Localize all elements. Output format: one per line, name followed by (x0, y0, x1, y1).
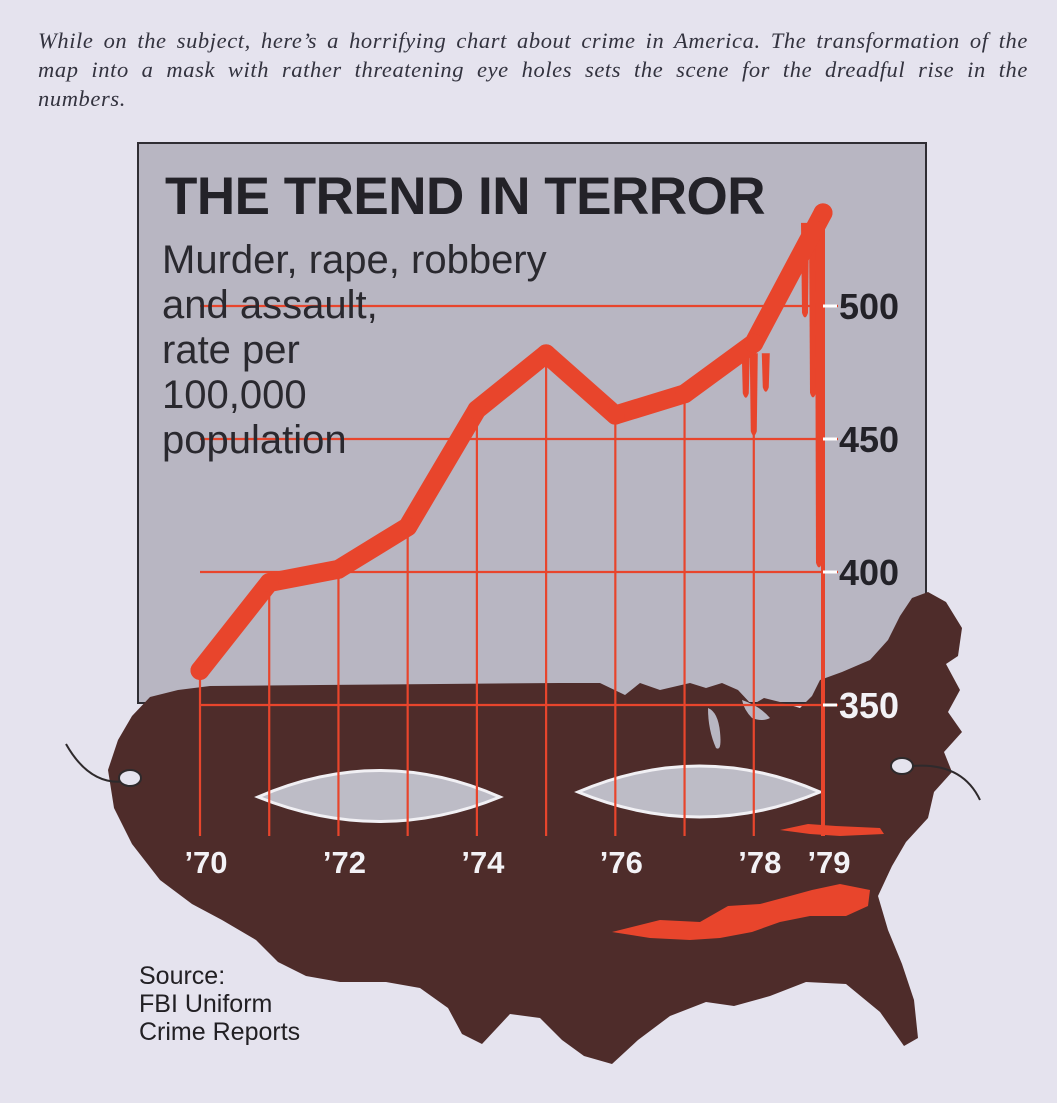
blood-pool (612, 824, 884, 940)
chart-subtitle-line-5: population (162, 418, 347, 462)
y-tick-label-400: 400 (839, 552, 899, 593)
data-point-1973 (398, 517, 418, 537)
blood-drip-6 (815, 222, 823, 568)
caption-text: While on the subject, here’s a horrifyin… (38, 28, 1028, 111)
source-name-line-1: FBI Uniform (139, 990, 273, 1018)
x-tick-label-1978: ’78 (738, 845, 781, 880)
x-tick-label-1979: ’79 (807, 845, 850, 880)
blood-drip-2 (749, 353, 758, 436)
chart-subtitle-line-4: 100,000 (162, 373, 307, 417)
data-point-1979 (813, 203, 833, 223)
blood-drip-4 (809, 222, 817, 398)
data-point-1978 (744, 333, 764, 353)
data-point-1970 (190, 660, 210, 680)
chart-subtitle-line-3: rate per (162, 328, 300, 372)
y-tick-label-450: 450 (839, 419, 899, 460)
chart-grid (198, 212, 838, 836)
data-point-1976 (605, 405, 625, 425)
data-point-1975 (536, 344, 556, 364)
chart-subtitle-line-1: Murder, rape, robbery (162, 238, 547, 282)
chart-line-group (190, 203, 833, 680)
x-tick-label-1972: ’72 (323, 845, 366, 880)
data-point-1971 (259, 573, 279, 593)
series-line (190, 203, 833, 680)
data-point-1977 (675, 384, 695, 404)
y-axis: 350 400 450 500 (823, 286, 899, 726)
blood-drip-1 (741, 353, 750, 398)
right-mask-string (890, 757, 981, 801)
data-point-1974 (467, 400, 487, 420)
chart-title: THE TREND IN TERROR (165, 167, 766, 226)
left-eye-hole (254, 769, 504, 823)
data-point-1972 (328, 559, 348, 579)
lake-michigan (708, 708, 721, 749)
left-mask-string (65, 743, 142, 787)
blood-drip-3 (761, 353, 770, 392)
x-axis: ’70 ’72 ’74 ’76 ’78 ’79 (184, 845, 850, 880)
y-tick-label-500: 500 (839, 286, 899, 327)
x-tick-label-1970: ’70 (184, 845, 227, 880)
y-tick-label-350: 350 (839, 685, 899, 726)
x-tick-label-1976: ’76 (600, 845, 643, 880)
source-name-line-2: Crime Reports (139, 1018, 301, 1046)
right-eye-hole (574, 764, 824, 819)
chart-subtitle-line-2: and assault, (162, 283, 378, 327)
source-label: Source: (139, 962, 226, 990)
x-tick-label-1974: ’74 (461, 845, 505, 880)
